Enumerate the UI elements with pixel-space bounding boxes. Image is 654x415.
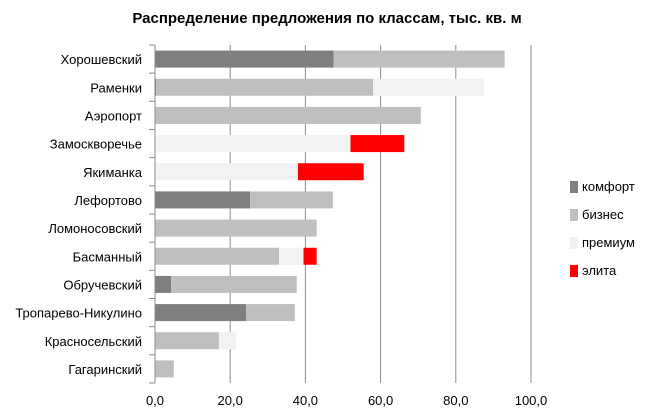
bar-segment-премиум	[373, 78, 484, 96]
x-tick-label: 40,0	[293, 393, 318, 408]
bar-segment-бизнес	[155, 360, 174, 378]
bar-segment-бизнес	[156, 78, 374, 96]
category-label: Замоскворечье	[50, 137, 142, 152]
category-label: Гагаринский	[68, 362, 142, 377]
bar-segment-комфорт	[155, 304, 246, 322]
bar-segment-бизнес	[155, 332, 219, 350]
category-label: Раменки	[90, 80, 142, 95]
category-label: Аэропорт	[85, 108, 142, 123]
bar-segment-бизнес	[250, 191, 333, 209]
legend-label: бизнес	[582, 207, 624, 222]
x-tick-label: 100,0	[515, 393, 548, 408]
bar-segment-бизнес	[155, 219, 317, 237]
legend-label: элита	[582, 263, 617, 278]
x-tick-label: 0,0	[146, 393, 164, 408]
bar-segment-бизнес	[171, 275, 297, 293]
category-label: Лефортово	[74, 193, 142, 208]
legend-swatch	[570, 209, 578, 221]
category-label: Якиманка	[83, 165, 143, 180]
category-label: Ломоносовский	[48, 221, 142, 236]
bar-segment-комфорт	[155, 191, 251, 209]
bar-segment-элита	[350, 135, 405, 153]
bar-segment-премиум	[279, 247, 304, 265]
bar-segment-премиум	[155, 135, 351, 153]
legend-swatch	[570, 181, 578, 193]
legend-label: комфорт	[582, 179, 635, 194]
bar-segment-премиум	[155, 163, 298, 181]
legend-swatch	[570, 265, 578, 277]
bar-segment-комфорт	[155, 50, 334, 68]
category-label: Красносельский	[45, 334, 142, 349]
bar-segment-бизнес	[245, 304, 295, 322]
category-label: Обручевский	[63, 277, 142, 292]
legend-swatch	[570, 237, 578, 249]
bar-segment-бизнес	[333, 50, 505, 68]
bar-segment-комфорт	[155, 275, 172, 293]
bar-segment-бизнес	[155, 247, 280, 265]
bar-segment-элита	[303, 247, 317, 265]
bar-segment-элита	[297, 163, 364, 181]
bar-segment-премиум	[218, 332, 236, 350]
legend-label: премиум	[582, 235, 635, 250]
x-tick-label: 20,0	[218, 393, 243, 408]
category-label: Басманный	[73, 249, 142, 264]
x-tick-label: 80,0	[443, 393, 468, 408]
chart-title: Распределение предложения по классам, ты…	[132, 10, 522, 27]
bar-segment-бизнес	[155, 106, 421, 124]
category-label: Хорошевский	[61, 52, 142, 67]
category-label: Тропарево-Никулино	[15, 306, 142, 321]
bar-segment-комфорт	[155, 78, 157, 96]
x-tick-label: 60,0	[368, 393, 393, 408]
